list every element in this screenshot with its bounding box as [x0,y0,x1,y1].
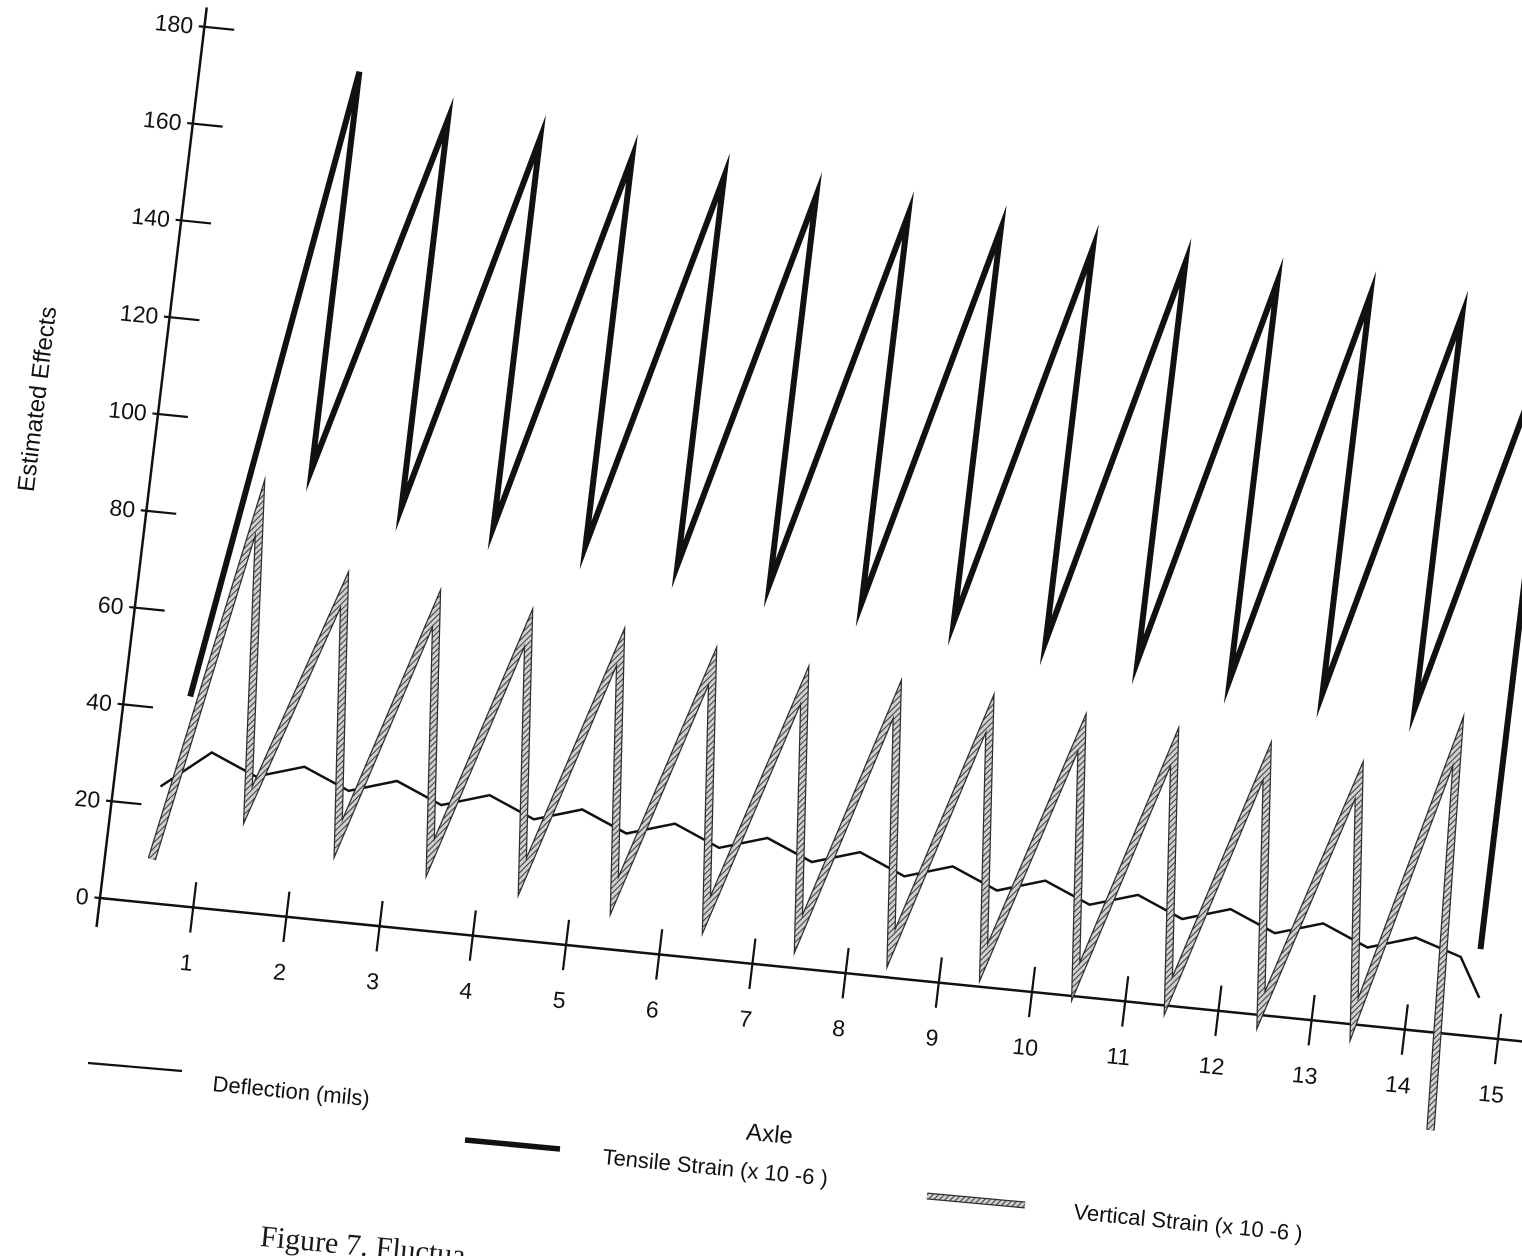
x-tick-label: 6 [645,996,660,1023]
legend-label-vertical: Vertical Strain (x 10 -6 ) [1073,1199,1304,1246]
y-tick-label: 180 [154,9,195,39]
y-tick-label: 20 [74,785,102,813]
y-tick [129,605,165,612]
x-tick [1027,966,1037,1018]
x-tick [655,929,664,980]
x-tick-label: 11 [1105,1042,1131,1070]
series-group [147,71,1522,1131]
y-tick-label: 40 [85,688,113,716]
y-tick-label: 120 [119,299,160,329]
x-tick [189,882,198,933]
y-axis-title: Estimated Effects [13,305,63,493]
y-tick [198,25,235,31]
y-tick [117,702,154,709]
x-tick-label: 13 [1291,1061,1319,1089]
y-tick-label: 60 [97,591,125,619]
y-tick-label: 140 [130,203,171,233]
y-tick-label: 160 [142,106,183,136]
y-tick-label: 0 [75,883,90,910]
legend-swatch-vertical [926,1193,1026,1208]
x-tick-label: 5 [552,986,567,1013]
x-tick [1121,976,1130,1027]
legend-swatch-deflection [87,1061,183,1073]
x-tick [1400,1004,1409,1055]
x-tick [934,957,943,1008]
series-deflection-line [159,751,1481,999]
x-tick [1493,1013,1503,1065]
x-tick [841,947,850,999]
x-tick-label: 7 [738,1005,753,1032]
x-tick-label: 10 [1011,1033,1039,1061]
y-tick [175,218,212,225]
x-tick-label: 2 [272,958,287,985]
y-tick [152,412,188,419]
legend: Deflection (mils) Tensile Strain (x 10 -6… [87,1061,1304,1246]
legend-swatch-tensile [464,1137,561,1152]
x-tick-label: 1 [179,949,194,976]
y-tick [94,896,130,903]
x-axis-title: Axle [745,1119,794,1150]
y-axis-line [95,7,208,928]
y-tick-label: 80 [108,494,136,522]
y-tick [163,315,200,322]
series-vertical-line [148,484,1463,1131]
x-tick [468,910,477,961]
x-tick [561,919,571,971]
x-axis-line [99,896,1522,1043]
x-tick-label: 15 [1477,1080,1505,1108]
x-tick-label: 3 [365,968,380,995]
y-tick-label: 100 [107,396,148,426]
x-tick [1307,994,1316,1046]
x-tick-label: 4 [458,977,473,1004]
legend-label-tensile: Tensile Strain (x 10 -6 ) [602,1144,830,1191]
axes [94,7,1522,1065]
x-tick-label: 12 [1198,1052,1226,1080]
x-tick-label: 14 [1384,1070,1412,1098]
y-tick [187,121,223,128]
x-tick-label: 8 [831,1015,846,1042]
x-tick [282,891,291,943]
series-tensile-line [187,71,1522,950]
x-tick [748,938,757,990]
x-tick [375,900,384,952]
x-tick [1214,985,1223,1037]
y-tick [105,799,142,806]
legend-label-deflection: Deflection (mils) [212,1071,371,1111]
y-tick [140,509,177,515]
x-tick-label: 9 [924,1024,939,1051]
